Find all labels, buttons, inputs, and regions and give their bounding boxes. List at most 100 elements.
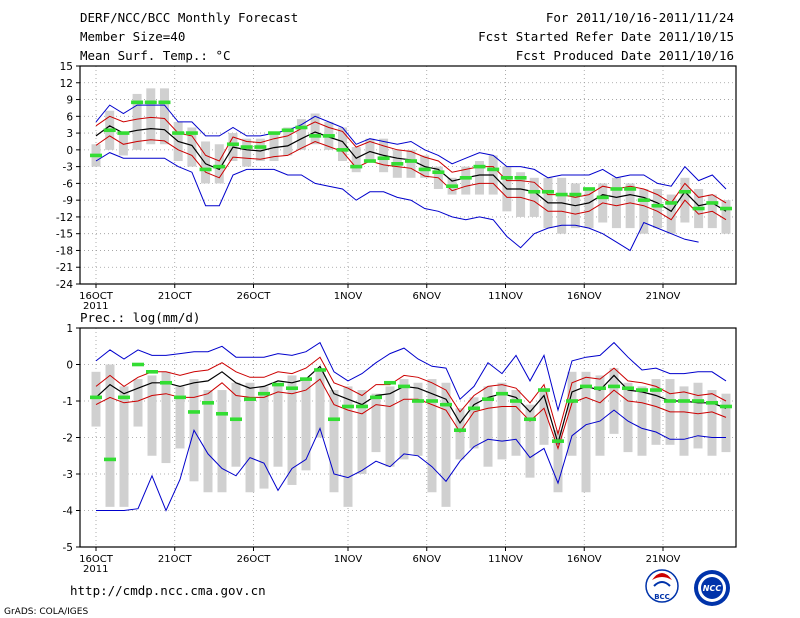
header-start-date: Fcst Started Refer Date 2011/10/15	[478, 29, 734, 44]
prec-ensemble-box	[567, 371, 577, 456]
prec-observed-marker	[622, 386, 634, 391]
temp-observed-marker	[391, 162, 404, 166]
prec-ensemble-box	[147, 375, 157, 456]
temp-ensemble-box	[529, 177, 539, 217]
prec-observed-marker	[132, 362, 144, 367]
prec-observed-marker	[174, 395, 186, 400]
temp-observed-marker	[158, 100, 171, 105]
prec-ensemble-box	[693, 382, 703, 449]
temp-ensemble-box	[338, 127, 348, 162]
prec-observed-marker	[188, 410, 200, 414]
temp-ensemble-box	[310, 113, 320, 145]
prec-xtick-label: 1NOV	[334, 554, 363, 565]
prec-xtick-label: 16OCT	[79, 554, 114, 565]
temp-observed-marker	[473, 164, 486, 169]
prec-series-ensemble-max	[95, 341, 727, 413]
prec-ensemble-box	[133, 379, 143, 427]
temp-observed-marker	[117, 131, 130, 135]
temp-observed-marker	[90, 153, 102, 158]
temp-observed-marker	[363, 159, 376, 163]
temp-ensemble-box	[296, 119, 306, 150]
prec-observed-marker	[636, 388, 648, 392]
prec-observed-marker	[342, 404, 354, 409]
prec-xtick-label: 16NOV	[567, 554, 602, 565]
temp-ensemble-box	[584, 188, 594, 229]
temp-ytick-label: -9	[63, 195, 73, 207]
prec-ensemble-box	[609, 368, 619, 434]
temp-ensemble-box	[406, 149, 416, 178]
prec-observed-marker	[314, 368, 326, 372]
temp-observed-marker	[500, 175, 513, 180]
temp-ytick-label: 9	[66, 95, 73, 107]
temp-plot-frame	[79, 65, 737, 285]
prec-ensemble-box	[427, 379, 437, 493]
prec-observed-marker	[230, 417, 242, 422]
temp-observed-marker	[144, 100, 157, 105]
prec-observed-marker	[468, 406, 480, 411]
temp-ytick-label: 3	[66, 128, 73, 140]
temp-ytick-label: -21	[56, 262, 73, 274]
temp-observed-marker	[706, 201, 719, 205]
temp-xtick-year: 2011	[83, 301, 108, 312]
prec-ensemble-box	[91, 371, 101, 427]
prec-observed-marker	[272, 382, 284, 387]
prec-xtick-label: 21NOV	[646, 554, 681, 565]
temp-observed-marker	[309, 134, 322, 138]
temp-observed-marker	[514, 175, 527, 180]
prec-ensemble-box	[413, 382, 423, 456]
prec-xtick-label: 6NOV	[413, 554, 442, 565]
prec-series-mean-std	[95, 378, 727, 451]
prec-observed-marker	[300, 377, 312, 381]
prec-observed-marker	[482, 397, 494, 401]
prec-observed-marker	[370, 395, 382, 400]
prec-ensemble-box	[539, 390, 549, 445]
temp-ytick-label: -15	[56, 229, 73, 241]
prec-ensemble-box	[245, 382, 255, 493]
prec-ensemble-box	[217, 390, 227, 493]
temp-xtick-label: 16OCT	[79, 291, 114, 302]
header-member-size: Member Size=40	[80, 29, 186, 44]
temp-observed-marker	[541, 189, 554, 194]
prec-ensemble-box	[357, 390, 367, 474]
prec-xtick-year: 2011	[83, 564, 108, 575]
temp-xtick-label: 16NOV	[567, 291, 602, 302]
prec-ensemble-box	[385, 386, 395, 467]
prec-observed-marker	[202, 401, 214, 405]
prec-observed-marker	[286, 386, 298, 391]
temp-ytick-label: -6	[63, 178, 74, 190]
temp-observed-marker	[213, 164, 226, 169]
prec-observed-marker	[510, 399, 522, 403]
prec-ensemble-box	[455, 408, 465, 460]
prec-ensemble-box	[707, 390, 717, 456]
prec-observed-marker	[650, 388, 662, 392]
prec-observed-marker	[244, 397, 256, 401]
prec-ytick-label: 0	[66, 360, 73, 372]
temp-ensemble-box	[461, 166, 471, 195]
prec-observed-marker	[412, 399, 424, 403]
prec-ensemble-box	[441, 382, 451, 507]
prec-observed-marker	[552, 439, 564, 443]
prec-observed-marker	[580, 384, 592, 389]
prec-ensemble-box	[595, 375, 605, 456]
prec-observed-marker	[398, 384, 410, 389]
prec-observed-marker	[146, 370, 158, 374]
prec-observed-marker	[706, 401, 718, 405]
prec-observed-marker	[664, 399, 676, 403]
prec-ensemble-box	[329, 390, 339, 493]
prec-ensemble-box	[469, 397, 479, 449]
temp-ensemble-box	[721, 200, 731, 234]
temp-observed-marker	[336, 148, 349, 152]
temp-ensemble-box	[516, 172, 526, 217]
temp-ensemble-box	[625, 183, 635, 229]
prec-ensemble-box	[581, 371, 591, 493]
temp-ensemble-box	[666, 194, 676, 234]
prec-observed-marker	[496, 391, 508, 396]
temp-observed-marker	[226, 142, 239, 147]
temp-ytick-label: 15	[60, 61, 73, 73]
prec-plot-frame	[79, 327, 737, 548]
prec-ensemble-box	[651, 379, 661, 445]
prec-observed-marker	[678, 399, 690, 403]
header-variable: Mean Surf. Temp.: °C	[80, 48, 231, 63]
temp-ytick-label: 12	[60, 78, 73, 90]
temp-ensemble-box	[474, 161, 484, 195]
